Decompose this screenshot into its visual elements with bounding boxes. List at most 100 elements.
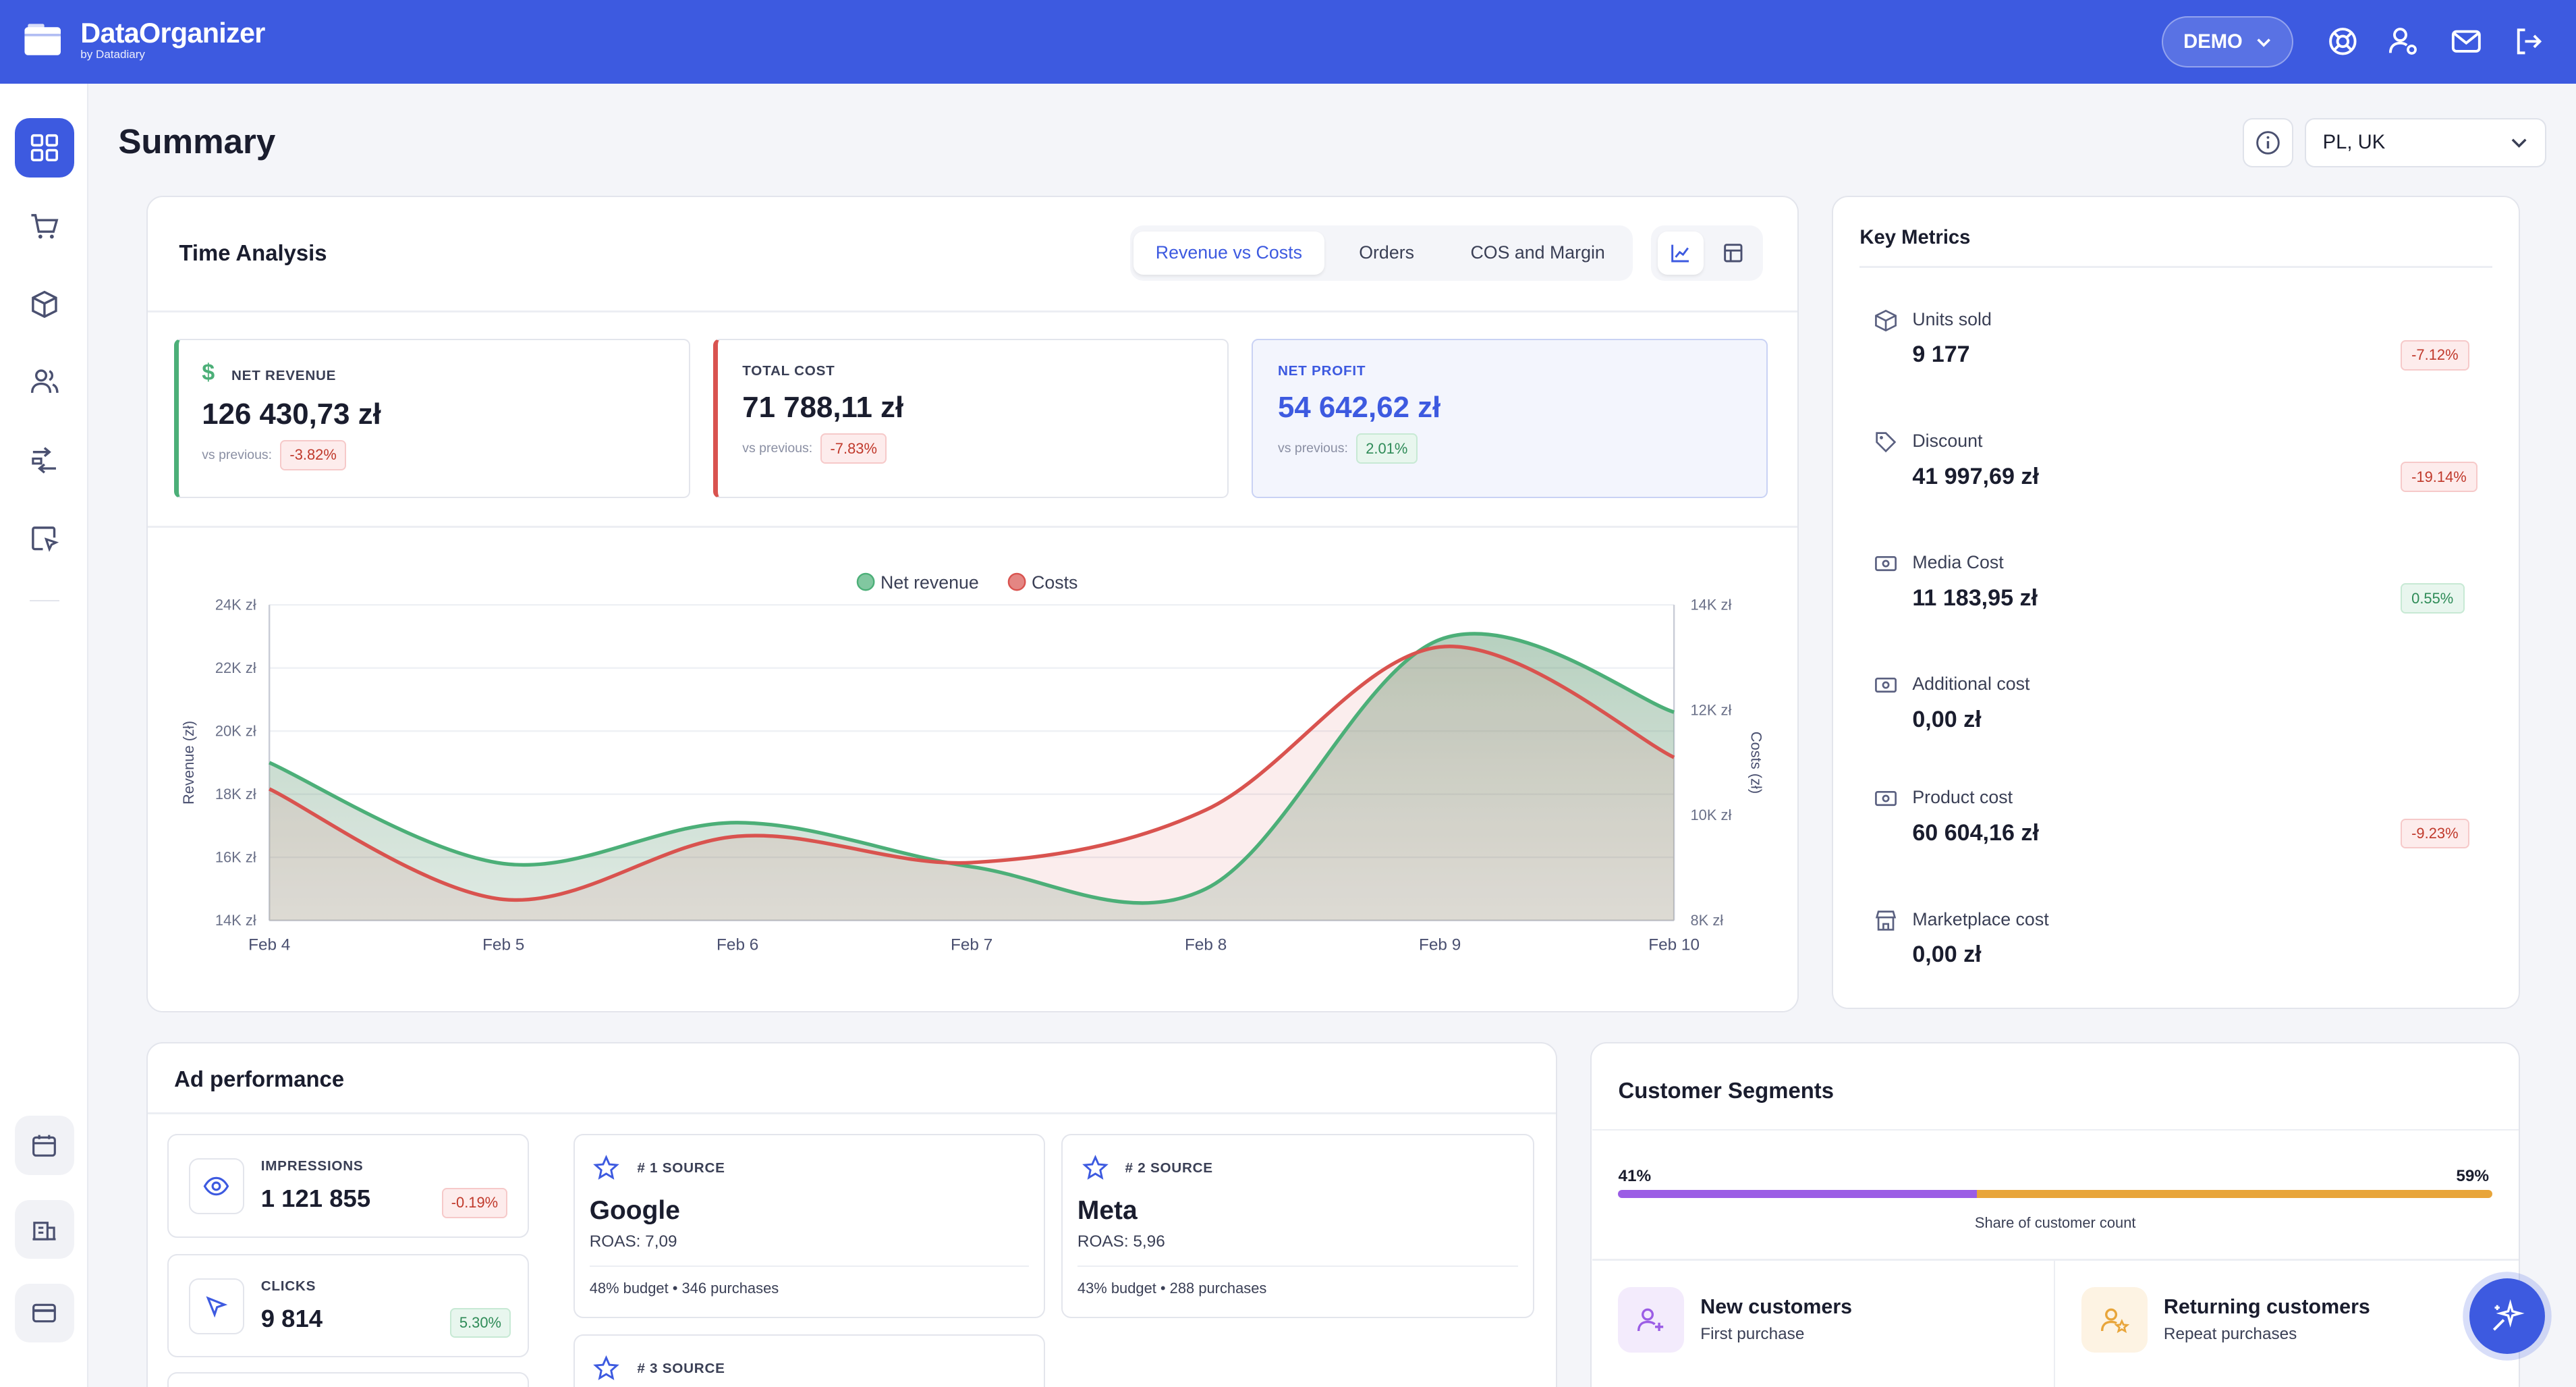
returning-share-label: 59% bbox=[2456, 1166, 2490, 1185]
chart-view-button[interactable] bbox=[1657, 232, 1704, 275]
time-analysis-tabs: Revenue vs Costs Orders COS and Margin bbox=[1130, 225, 1633, 281]
divider bbox=[1859, 266, 2492, 268]
line-chart-icon bbox=[1671, 244, 1689, 263]
region-value: PL, UK bbox=[2322, 132, 2386, 154]
tab-revenue-vs-costs[interactable]: Revenue vs Costs bbox=[1133, 232, 1324, 275]
brand-name: DataOrganizer bbox=[80, 18, 265, 49]
region-select[interactable]: PL, UK bbox=[2305, 118, 2547, 168]
kpi-net-profit: NET PROFIT 54 642,62 zł vs previous: 2.0… bbox=[1252, 338, 1768, 498]
table-view-button[interactable] bbox=[1710, 232, 1756, 274]
kpi-change-badge: -7.83% bbox=[820, 433, 887, 464]
key-metric-value: 0,00 zł bbox=[1912, 707, 1982, 733]
source-card-3[interactable]: # 3 SOURCE bbox=[573, 1334, 1045, 1387]
sidebar-item-transfers[interactable] bbox=[15, 431, 74, 490]
tab-cos-and-margin[interactable]: COS and Margin bbox=[1470, 242, 1605, 263]
kpi-compare: vs previous: -7.83% bbox=[742, 433, 887, 464]
customer-segments-title: Customer Segments bbox=[1618, 1078, 1835, 1104]
tab-orders[interactable]: Orders bbox=[1359, 242, 1415, 263]
sidebar-item-campaigns[interactable] bbox=[15, 510, 74, 569]
user-settings-icon[interactable] bbox=[2387, 25, 2420, 58]
star-icon bbox=[1082, 1155, 1109, 1180]
source-rank: # 1 SOURCE bbox=[637, 1160, 725, 1176]
divider bbox=[1077, 1265, 1519, 1267]
customer-segments-card bbox=[1590, 1041, 2521, 1387]
sidebar-item-products[interactable] bbox=[15, 275, 74, 334]
x-tick-label: Feb 9 bbox=[1419, 935, 1461, 954]
source-name: Meta bbox=[1077, 1196, 1138, 1226]
sidebar-item-company[interactable] bbox=[14, 1199, 74, 1259]
y2-tick-label: 8K zł bbox=[1691, 912, 1724, 929]
sidebar-item-orders[interactable] bbox=[15, 197, 74, 256]
ad-metric-tile bbox=[167, 1372, 530, 1387]
source-card-2[interactable]: # 2 SOURCE Meta ROAS: 5,96 43% budget • … bbox=[1061, 1134, 1535, 1318]
mail-icon[interactable] bbox=[2450, 25, 2483, 58]
y-tick-label: 20K zł bbox=[215, 722, 256, 739]
star-icon bbox=[592, 1155, 619, 1180]
ad-performance-title: Ad performance bbox=[174, 1066, 345, 1092]
table-icon bbox=[1724, 244, 1743, 263]
new-customers-sub: First purchase bbox=[1700, 1324, 1805, 1343]
info-button[interactable] bbox=[2242, 118, 2294, 168]
net-revenue-line bbox=[269, 632, 1675, 905]
costs-line bbox=[269, 644, 1675, 902]
kpi-compare-label: vs previous: bbox=[742, 441, 813, 456]
folder-logo-icon bbox=[24, 24, 61, 55]
sidebar-divider bbox=[29, 599, 59, 602]
source-card-1[interactable]: # 1 SOURCE Google ROAS: 7,09 48% budget … bbox=[573, 1134, 1045, 1318]
kpi-compare-label: vs previous: bbox=[202, 447, 273, 462]
key-metric-label: Marketplace cost bbox=[1912, 908, 2049, 929]
y-tick-label: 22K zł bbox=[215, 659, 256, 676]
box-icon bbox=[31, 290, 57, 318]
transfer-icon bbox=[32, 447, 56, 474]
source-roas: ROAS: 7,09 bbox=[589, 1232, 677, 1251]
legend-marker bbox=[1007, 572, 1026, 591]
time-analysis-title: Time Analysis bbox=[179, 240, 327, 265]
clicks-tile: CLICKS 9 814 5.30% bbox=[167, 1253, 530, 1358]
calendar-icon bbox=[32, 1135, 57, 1157]
cursor-icon bbox=[188, 1278, 245, 1334]
sidebar-item-customers[interactable] bbox=[15, 352, 74, 411]
users-icon bbox=[30, 369, 59, 393]
cash-icon bbox=[1875, 556, 1897, 572]
chevron-down-icon bbox=[2257, 38, 2271, 47]
key-metrics-title: Key Metrics bbox=[1859, 227, 1971, 249]
cart-icon bbox=[31, 214, 59, 239]
key-metric-label: Additional cost bbox=[1912, 674, 2030, 695]
kpi-value: 126 430,73 zł bbox=[202, 397, 381, 431]
x-tick-label: Feb 7 bbox=[951, 935, 992, 954]
new-share-label: 41% bbox=[1618, 1166, 1652, 1185]
source-roas: ROAS: 5,96 bbox=[1077, 1232, 1165, 1251]
sidebar-item-billing[interactable] bbox=[14, 1283, 74, 1343]
y-axis-label: Revenue (zł) bbox=[180, 721, 197, 805]
kpi-label: TOTAL COST bbox=[742, 362, 835, 379]
key-metric-change-badge: -9.23% bbox=[2400, 818, 2470, 849]
clicks-label: CLICKS bbox=[260, 1278, 316, 1294]
building-icon bbox=[32, 1222, 56, 1241]
key-metric-change-badge: -7.12% bbox=[2400, 340, 2470, 371]
sidebar-item-dashboard[interactable] bbox=[14, 118, 74, 178]
key-metric-value: 0,00 zł bbox=[1912, 942, 1982, 968]
brand-sub: by Datadiary bbox=[80, 47, 145, 61]
source-rank: # 3 SOURCE bbox=[637, 1360, 725, 1376]
kpi-compare: vs previous: 2.01% bbox=[1278, 433, 1418, 464]
impressions-tile: IMPRESSIONS 1 121 855 -0.19% bbox=[167, 1134, 530, 1238]
user-star-icon bbox=[2081, 1286, 2148, 1353]
share-caption: Share of customer count bbox=[1974, 1214, 2136, 1232]
tag-icon bbox=[1876, 432, 1897, 453]
sidebar-item-calendar[interactable] bbox=[14, 1116, 74, 1175]
store-icon bbox=[1876, 910, 1897, 931]
clicks-value: 9 814 bbox=[260, 1304, 323, 1332]
revenue-vs-costs-chart: 24K zł 22K zł 20K zł 18K zł 16K zł 14K zł 14K … bbox=[180, 572, 1764, 954]
brand-logo[interactable]: DataOrganizer by Datadiary bbox=[23, 20, 265, 61]
new-customers-segment bbox=[1618, 1189, 1977, 1199]
kpi-label: NET REVENUE bbox=[231, 368, 337, 383]
logout-icon[interactable] bbox=[2512, 25, 2545, 58]
kpi-compare: vs previous: -3.82% bbox=[202, 440, 346, 470]
y-tick-label: 16K zł bbox=[215, 848, 256, 865]
account-switcher[interactable]: DEMO bbox=[2162, 16, 2294, 67]
help-lifebuoy-icon[interactable] bbox=[2326, 25, 2359, 58]
key-metric-change-badge: -19.14% bbox=[2400, 462, 2478, 492]
kpi-label: NET PROFIT bbox=[1277, 362, 1366, 379]
source-name: Google bbox=[589, 1196, 680, 1226]
ai-assistant-button[interactable] bbox=[2469, 1278, 2545, 1355]
